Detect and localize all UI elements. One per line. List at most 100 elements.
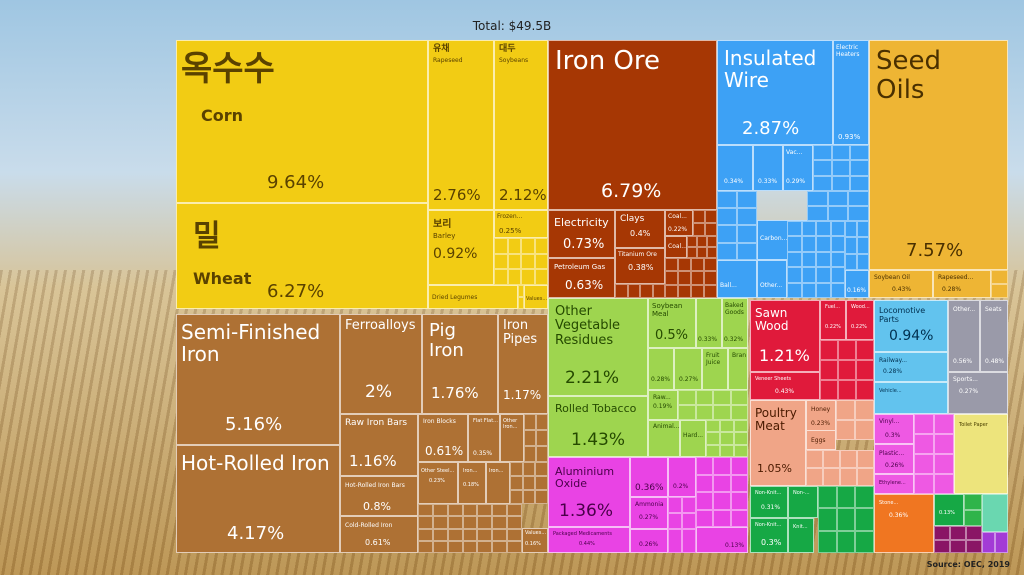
label: Iron Blocks	[423, 418, 456, 425]
tile-cold_rolled_iron: Cold-Rolled Iron 0.61%	[340, 516, 418, 553]
label: Toilet Paper	[959, 422, 988, 428]
minor-tile	[696, 474, 714, 492]
tile-ferroalloys: Ferroalloys 2%	[340, 314, 422, 414]
minor-tile	[855, 486, 874, 509]
minor-tile	[845, 253, 857, 270]
minor-tile	[522, 490, 536, 504]
minor-tile	[830, 221, 845, 237]
label: Stone...	[879, 500, 899, 506]
tile-soybeans: 대두 Soybeans 2.12%	[494, 40, 548, 210]
minor-tile	[816, 221, 831, 237]
minor-tile	[934, 526, 950, 540]
value-label: 0.23%	[429, 478, 445, 484]
label: Other...	[760, 282, 783, 289]
tile-petroleum_gas: Petroleum Gas 0.63%	[548, 258, 615, 298]
minor-tile	[524, 430, 536, 446]
minor-tile	[717, 208, 737, 225]
minor-tile	[492, 540, 508, 553]
label: Electricity	[554, 216, 609, 229]
label: Flat Flat...	[473, 418, 498, 424]
value-label: 1.05%	[757, 462, 792, 475]
minor-tile	[706, 444, 720, 457]
label: Poultry Meat	[755, 406, 797, 434]
minor-tile	[787, 236, 802, 252]
value-label: 0.43%	[775, 388, 795, 395]
label: Other...	[953, 306, 976, 313]
label: Knit...	[793, 524, 808, 530]
minor-tile	[801, 251, 816, 268]
value-label: 0.33%	[758, 178, 778, 185]
minor-tile	[838, 380, 856, 400]
label: Vac...	[786, 149, 803, 156]
minor-tile	[806, 450, 823, 468]
minor-tile	[535, 462, 548, 476]
tile-corn: 옥수수 Corn 9.64%	[176, 40, 428, 203]
label-ko: 보리	[433, 219, 452, 230]
minor-tile	[801, 221, 816, 237]
value-label: 0.5%	[655, 328, 689, 343]
minor-tile	[838, 360, 856, 380]
minor-tile	[816, 267, 831, 283]
minor-tile	[536, 414, 548, 430]
tile-titanium_ore: Titanium Ore 0.38%	[615, 248, 665, 284]
minor-tile	[462, 504, 478, 517]
minor-tile	[813, 145, 832, 161]
tile-plastic: Plastic... 0.26%	[874, 444, 914, 474]
minor-tile	[855, 530, 874, 553]
value-label: 0.16%	[525, 541, 541, 547]
minor-tile	[818, 508, 837, 531]
minor-tile	[652, 284, 665, 298]
minor-tile	[838, 340, 856, 360]
minor-tile	[704, 258, 717, 272]
minor-tile	[991, 284, 1008, 298]
minor-tile	[827, 191, 849, 206]
minor-tile	[494, 238, 508, 254]
minor-tile	[696, 492, 714, 510]
minor-tile	[492, 528, 508, 541]
minor-tile	[705, 210, 717, 223]
minor-tile	[806, 468, 823, 486]
tile-hot_rolled_iron_bars: Hot-Rolled Iron Bars 0.8%	[340, 476, 418, 516]
minor-tile	[668, 497, 682, 513]
minor-tile	[737, 242, 757, 260]
label: Wood...	[851, 304, 870, 310]
minor-tile	[706, 432, 720, 445]
value-label: 0.93%	[838, 133, 861, 141]
tile-vinyl: Vinyl... 0.3%	[874, 414, 914, 444]
minor-tile	[697, 236, 707, 247]
minor-tile	[857, 237, 869, 254]
minor-tile	[845, 221, 857, 238]
tile-electricity: Electricity 0.73%	[548, 210, 615, 258]
label: Plastic...	[879, 450, 905, 457]
value-label: 0.56%	[953, 358, 973, 365]
tile-other_vegetable_residues: Other Vegetable Residues 2.21%	[548, 298, 648, 396]
tile-ammonia: Ammonia 0.27%	[630, 497, 668, 529]
minor-tile	[966, 526, 982, 540]
value-label: 0.4%	[630, 229, 651, 238]
label: Packaged Medicaments	[553, 531, 612, 537]
minor-tile	[615, 284, 628, 298]
minor-tile	[717, 191, 737, 208]
tile-rolled_tobacco: Rolled Tobacco 1.43%	[548, 396, 648, 457]
minor-tile	[665, 284, 678, 298]
minor-tile	[678, 405, 696, 420]
value-label: 1.43%	[571, 430, 626, 450]
minor-tile	[691, 271, 704, 285]
minor-tile	[518, 297, 524, 309]
minor-tile	[507, 528, 522, 541]
minor-tile	[734, 444, 748, 457]
tile-electric_heaters: Electric Heaters 0.93%	[833, 40, 869, 145]
minor-tile	[720, 444, 734, 457]
minor-tile	[857, 221, 869, 238]
value-label: 6.27%	[267, 281, 325, 302]
minor-tile	[418, 504, 433, 517]
tile-other_misc: Other... 0.56%	[948, 300, 980, 372]
minor-tile	[816, 251, 831, 268]
value-label: 0.36%	[635, 483, 664, 493]
value-label: 0.22%	[825, 324, 841, 330]
minor-tile	[857, 253, 869, 270]
minor-tile	[934, 539, 950, 553]
label: Rapeseed...	[938, 274, 974, 281]
minor-tile	[524, 446, 536, 462]
minor-tile	[823, 468, 840, 486]
